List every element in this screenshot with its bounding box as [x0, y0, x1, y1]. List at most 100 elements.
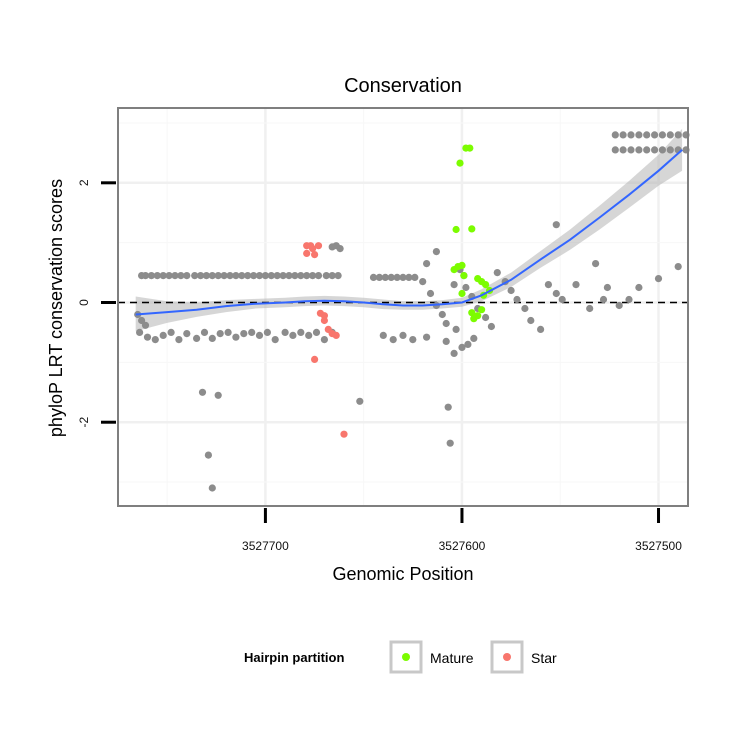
plot-panel [117, 107, 690, 507]
point-other [592, 260, 600, 268]
point-other [444, 403, 452, 411]
point-other [183, 330, 191, 338]
point-other [198, 388, 207, 396]
point-other [297, 328, 305, 336]
point-other [232, 333, 240, 341]
point-other [419, 278, 427, 286]
point-other [513, 295, 521, 304]
point-other [379, 331, 387, 339]
point-other [464, 340, 472, 348]
point-mature [470, 315, 478, 323]
point-other [399, 273, 407, 281]
point-other [216, 330, 224, 338]
point-other [450, 349, 458, 357]
point-other [244, 272, 252, 280]
point-other [165, 272, 173, 280]
point-other [619, 131, 627, 139]
point-other [226, 272, 234, 280]
point-other [171, 272, 179, 280]
point-other [411, 273, 419, 281]
point-other [248, 328, 256, 336]
point-other [183, 272, 191, 280]
point-other [141, 321, 150, 329]
y-axis-label: phyloP LRT conservation scores [46, 179, 66, 437]
point-mature [458, 289, 466, 298]
point-other [143, 333, 152, 341]
legend-label-star: Star [531, 650, 557, 666]
point-star [320, 316, 328, 325]
point-other [482, 313, 490, 322]
point-mature [456, 159, 464, 167]
x-tick-label: 3527600 [439, 539, 486, 553]
point-star [303, 249, 311, 257]
legend-label-mature: Mature [430, 650, 474, 666]
point-other [611, 131, 619, 139]
point-other [369, 273, 378, 281]
point-other [537, 325, 545, 333]
point-other [322, 272, 330, 280]
point-other [255, 331, 264, 339]
point-other [136, 328, 144, 336]
point-other [651, 146, 659, 154]
point-other [271, 336, 279, 344]
point-other [527, 316, 535, 325]
point-other [200, 328, 209, 336]
point-mature [460, 272, 468, 280]
point-other [291, 272, 299, 280]
point-other [208, 334, 216, 342]
point-other [356, 397, 364, 405]
point-other [240, 330, 248, 338]
point-other [214, 272, 222, 280]
point-other [615, 301, 623, 310]
plot-border [117, 107, 689, 507]
point-other [423, 333, 431, 341]
point-other [191, 272, 199, 280]
point-other [232, 272, 240, 280]
chart-title: Conservation [344, 75, 462, 97]
point-other [177, 272, 185, 280]
point-other [375, 273, 383, 281]
y-tick-label: -2 [77, 417, 91, 428]
point-other [446, 439, 454, 447]
point-other [487, 322, 495, 331]
point-other [666, 146, 674, 154]
point-mature [482, 281, 490, 289]
point-other [208, 272, 216, 280]
point-other [438, 310, 446, 319]
y-axis: -2 0 2 [77, 179, 116, 428]
point-other [611, 146, 619, 154]
x-axis-label: Genomic Position [332, 564, 473, 584]
point-other [666, 131, 674, 139]
point-other [193, 334, 201, 342]
point-other [151, 336, 159, 344]
point-other [250, 272, 258, 280]
point-other [328, 272, 336, 280]
point-other [619, 146, 627, 154]
point-other [273, 272, 281, 280]
point-other [399, 331, 407, 339]
point-other [552, 221, 560, 229]
point-other [603, 283, 612, 292]
point-other [314, 272, 323, 280]
point-other [255, 272, 264, 280]
point-other [238, 272, 246, 280]
point-other [279, 272, 287, 280]
point-other [224, 328, 232, 336]
point-other [586, 304, 594, 313]
point-other [381, 273, 389, 281]
point-other [521, 304, 529, 313]
point-other [309, 272, 317, 280]
point-other [635, 146, 643, 154]
point-other [643, 131, 651, 139]
point-other [432, 248, 440, 256]
point-star [314, 242, 323, 250]
point-other [393, 273, 401, 281]
legend-entry-mature: Mature [389, 640, 474, 674]
point-other [544, 281, 553, 289]
point-mature [478, 306, 486, 314]
point-star [316, 309, 324, 317]
point-other [389, 336, 397, 344]
x-tick-label: 3527700 [242, 539, 289, 553]
point-other [493, 269, 501, 277]
